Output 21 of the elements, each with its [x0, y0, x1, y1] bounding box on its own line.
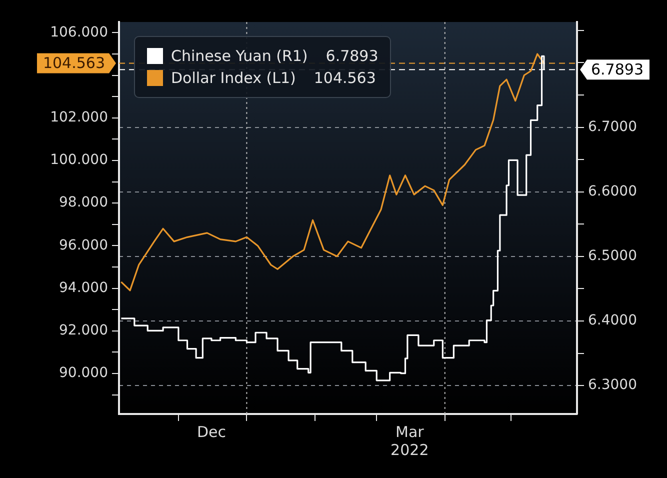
x-tick-label: Mar 2022 — [390, 422, 429, 459]
y2-tick-label: 6.5000 — [588, 248, 637, 264]
y-tick-label: 98.000 — [59, 194, 108, 211]
ref-line-label: 104.563 — [314, 68, 376, 89]
x-tick-label: Dec — [196, 422, 226, 441]
y2-tick-label: 6.4000 — [588, 312, 637, 329]
legend-label: Dollar Index (L1) — [171, 68, 296, 89]
y-tick-label: 90.000 — [59, 365, 108, 382]
y-tick-label: 100.000 — [50, 152, 108, 168]
y2-tick-label: 6.7000 — [588, 118, 637, 135]
y-tick-label: 92.000 — [59, 322, 108, 339]
y2-tick-label: 6.3000 — [588, 377, 637, 394]
ref-line-label: 6.7893 — [326, 46, 378, 67]
y-tick-label: 102.000 — [50, 110, 108, 126]
y-tick-label: 106.000 — [50, 24, 108, 40]
y2-tick-label: 6.6000 — [588, 183, 637, 200]
y-tick-label: 96.000 — [59, 237, 108, 254]
legend-label: Chinese Yuan (R1) — [171, 46, 308, 67]
text: 6.7893 — [591, 60, 644, 78]
y-tick-label: 94.000 — [59, 280, 108, 296]
text: 104.563 — [42, 54, 105, 72]
